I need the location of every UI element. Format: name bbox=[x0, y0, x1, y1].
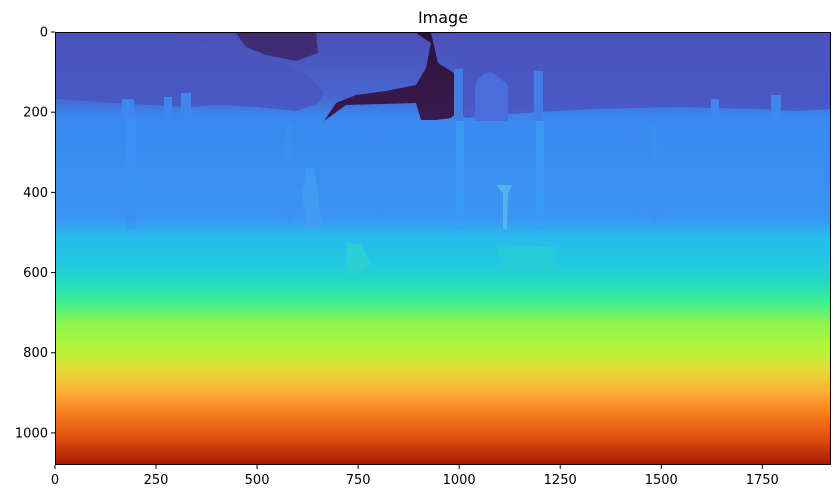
y-tick-label: 600 bbox=[23, 266, 48, 281]
x-axis: 0 250 500 750 1000 1250 1500 1750 bbox=[51, 465, 779, 488]
x-tick-label: 750 bbox=[346, 473, 371, 488]
x-tick-label: 0 bbox=[51, 473, 59, 488]
y-tick-label: 1000 bbox=[15, 426, 48, 441]
x-tick-label: 1250 bbox=[544, 473, 577, 488]
y-tick-label: 200 bbox=[23, 106, 48, 121]
y-tick-label: 800 bbox=[23, 346, 48, 361]
depth-image bbox=[56, 33, 830, 464]
plot-area bbox=[55, 32, 831, 465]
x-tick-label: 1500 bbox=[645, 473, 678, 488]
x-tick-label: 500 bbox=[245, 473, 270, 488]
x-tick-label: 1000 bbox=[443, 473, 476, 488]
y-axis: 0 200 400 600 800 1000 bbox=[15, 26, 55, 441]
chart-title: Image bbox=[417, 8, 469, 27]
x-tick-label: 250 bbox=[144, 473, 169, 488]
x-tick-label: 1750 bbox=[746, 473, 779, 488]
y-tick-label: 0 bbox=[40, 26, 48, 41]
y-tick-label: 400 bbox=[23, 186, 48, 201]
